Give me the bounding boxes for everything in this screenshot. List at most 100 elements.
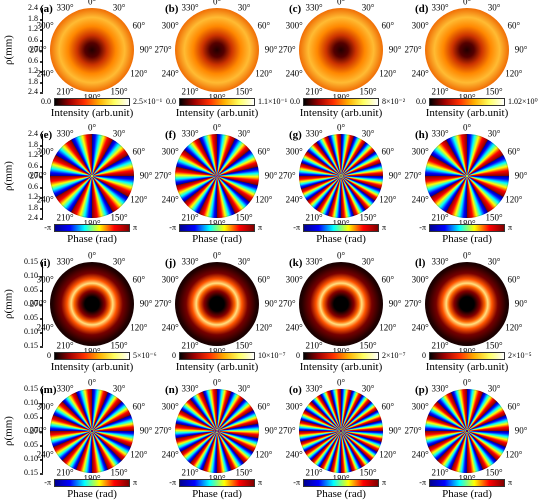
angle-label: 120°	[379, 449, 397, 460]
angle-label: 240°	[411, 322, 429, 333]
angle-label: 180°	[458, 219, 475, 229]
angle-label: 150°	[235, 340, 253, 351]
y-tick-label: 0.6	[28, 181, 38, 191]
colorbar	[54, 224, 130, 232]
angle-label: 0°	[336, 377, 346, 388]
angle-label: 0°	[212, 250, 222, 261]
angle-label: 300°	[285, 274, 303, 285]
angle-label: 180°	[332, 93, 349, 103]
angle-label: 270°	[154, 425, 172, 436]
angle-label: 0°	[462, 377, 472, 388]
angle-label: 120°	[255, 68, 273, 79]
angle-label: 90°	[264, 170, 278, 181]
y-tick-label: 0.05	[24, 412, 38, 421]
angle-label: 90°	[139, 298, 153, 309]
angle-label: 60°	[132, 20, 146, 31]
angle-label: 150°	[235, 212, 253, 223]
angle-label: 270°	[404, 170, 422, 181]
angle-label: 300°	[161, 146, 179, 157]
angle-label: 120°	[505, 194, 523, 205]
colorbar-title: Phase (rad)	[192, 233, 242, 245]
y-tick-label: 0.15	[24, 468, 38, 477]
angle-label: 120°	[379, 194, 397, 205]
colorbar	[54, 479, 130, 487]
panel-label: (i)	[40, 257, 51, 269]
angle-label: 90°	[514, 298, 528, 309]
y-tick-label: 2.4	[28, 213, 38, 222]
colorbar-min-label: -π	[293, 223, 300, 232]
angle-label: 270°	[154, 44, 172, 55]
angle-label: 90°	[514, 170, 528, 181]
colorbar	[429, 479, 505, 487]
panel-label: (o)	[289, 384, 302, 396]
polar-map	[50, 134, 134, 218]
polar-map	[175, 8, 259, 92]
angle-label: 330°	[181, 256, 199, 267]
angle-label: 210°	[56, 340, 74, 351]
angle-label: 240°	[411, 68, 429, 79]
angle-label: 270°	[278, 425, 296, 436]
colorbar-min-label: 0	[422, 351, 426, 360]
colorbar-min-label: 0.0	[290, 97, 300, 106]
angle-label: 300°	[411, 274, 429, 285]
angle-label: 30°	[361, 256, 375, 267]
colorbar-max-label: 2.5×10⁻¹	[133, 97, 163, 106]
y-tick-label: 0.05	[24, 440, 38, 449]
angle-label: 30°	[112, 256, 126, 267]
angle-label: 60°	[257, 146, 271, 157]
angle-label: 330°	[431, 2, 449, 13]
colorbar-min-label: 0.0	[166, 97, 176, 106]
colorbar-title: Intensity (arb.unit)	[299, 107, 383, 119]
angle-label: 120°	[379, 322, 397, 333]
colorbar-title: Intensity (arb.unit)	[425, 361, 509, 373]
angle-label: 30°	[487, 383, 501, 394]
angle-label: 240°	[161, 194, 179, 205]
angle-label: 180°	[332, 347, 349, 357]
polar-map	[175, 134, 259, 218]
colorbar-title: Phase (rad)	[67, 233, 117, 245]
angle-label: 270°	[404, 298, 422, 309]
colorbar-max-label: π	[508, 223, 513, 232]
angle-label: 150°	[359, 86, 377, 97]
y-axis-line	[42, 262, 43, 346]
angle-label: 210°	[56, 467, 74, 478]
angle-label: 150°	[485, 86, 503, 97]
colorbar	[303, 98, 379, 106]
angle-label: 120°	[255, 449, 273, 460]
angle-label: 30°	[237, 128, 251, 139]
y-tick	[40, 218, 43, 220]
y-tick-label: 0.6	[28, 34, 38, 44]
y-tick-label: 2.4	[28, 129, 38, 138]
angle-label: 0°	[87, 250, 97, 261]
angle-label: 210°	[181, 212, 199, 223]
colorbar-title: Phase (rad)	[316, 233, 366, 245]
panel-label: (h)	[415, 129, 429, 141]
angle-label: 300°	[285, 146, 303, 157]
y-tick-label: 2.4	[28, 87, 38, 96]
angle-label: 0°	[87, 377, 97, 388]
angle-label: 90°	[139, 425, 153, 436]
angle-label: 210°	[431, 212, 449, 223]
angle-label: 270°	[29, 44, 47, 55]
y-axis-line	[42, 389, 43, 473]
angle-label: 150°	[235, 467, 253, 478]
angle-label: 120°	[255, 322, 273, 333]
angle-label: 60°	[381, 401, 395, 412]
polar-map	[50, 389, 134, 473]
colorbar-max-label: 10×10⁻⁷	[258, 351, 286, 360]
angle-label: 330°	[56, 128, 74, 139]
angle-label: 90°	[264, 425, 278, 436]
angle-label: 270°	[404, 44, 422, 55]
angle-label: 240°	[36, 322, 54, 333]
angle-label: 0°	[212, 122, 222, 133]
panel-label: (e)	[40, 129, 53, 141]
colorbar-title: Phase (rad)	[316, 488, 366, 500]
angle-label: 0°	[336, 122, 346, 133]
colorbar-min-label: 0	[296, 351, 300, 360]
angle-label: 240°	[36, 68, 54, 79]
colorbar-min-label: 0	[47, 351, 51, 360]
angle-label: 180°	[208, 474, 225, 484]
colorbar-title: Phase (rad)	[442, 488, 492, 500]
angle-label: 180°	[332, 474, 349, 484]
